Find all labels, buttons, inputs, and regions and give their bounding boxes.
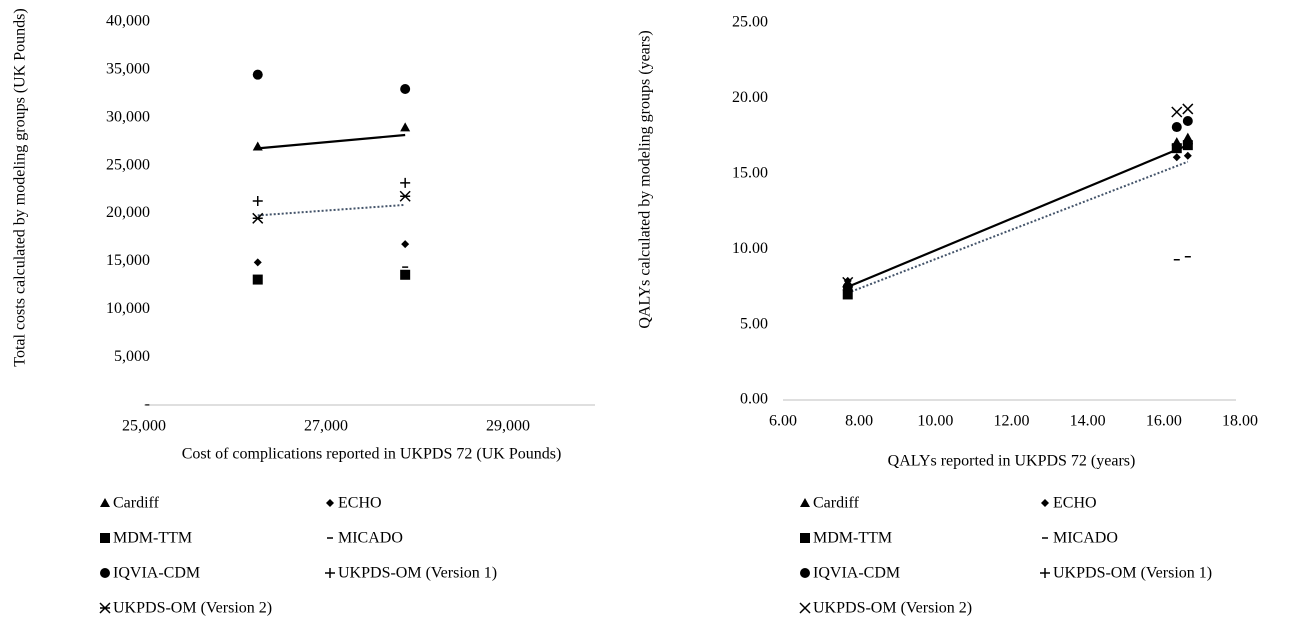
- data-point: [401, 240, 410, 249]
- data-point: [252, 274, 263, 285]
- data-point: [400, 84, 411, 95]
- data-point: [253, 258, 262, 267]
- y-tick-label: 0.00: [740, 391, 768, 408]
- y-tick-label: 25,000: [106, 156, 150, 173]
- legend-label: UKPDS-OM (Version 1): [338, 565, 497, 582]
- x-tick-label: 8.00: [845, 413, 873, 430]
- x-tick-label: 6.00: [769, 413, 797, 430]
- legend-label: IQVIA-CDM: [113, 565, 200, 582]
- trendline: [257, 133, 406, 150]
- legend-label: MICADO: [338, 530, 403, 547]
- legend-label: UKPDS-OM (Version 2): [813, 600, 972, 617]
- y-tick-label: 5,000: [114, 348, 150, 365]
- legend-marker: [800, 498, 810, 507]
- y-tick-label: -: [145, 396, 150, 413]
- data-point: [1171, 106, 1183, 118]
- y-tick-label: 20.00: [732, 89, 768, 106]
- data-point: [1171, 140, 1182, 151]
- data-point: [1182, 138, 1193, 149]
- data-point: [252, 196, 263, 207]
- data-point: [400, 269, 411, 280]
- y-tick-label: 25.00: [732, 14, 768, 31]
- data-point: [1182, 132, 1193, 142]
- legend-label: ECHO: [338, 495, 382, 512]
- x-axis-title: Cost of complications reported in UKPDS …: [182, 446, 562, 463]
- y-tick-label: 15.00: [732, 164, 768, 181]
- legend-label: MDM-TTM: [113, 530, 192, 547]
- data-point: [1182, 103, 1194, 115]
- y-tick-label: 35,000: [106, 61, 150, 78]
- y-axis-title: QALYs calculated by modeling groups (yea…: [636, 30, 654, 329]
- legend-label: Cardiff: [813, 495, 860, 512]
- y-tick-label: 30,000: [106, 108, 150, 125]
- trendline: [847, 144, 1189, 288]
- legend-label: UKPDS-OM (Version 1): [1053, 565, 1212, 582]
- legend-label: MICADO: [1053, 530, 1118, 547]
- legend-marker: [100, 498, 110, 507]
- data-point: [1183, 151, 1192, 160]
- legend-marker: [799, 602, 811, 614]
- legend-label: ECHO: [1053, 495, 1097, 512]
- data-point: [842, 276, 854, 288]
- trendline: [257, 203, 406, 217]
- legend-label: Cardiff: [113, 495, 160, 512]
- y-tick-label: 5.00: [740, 315, 768, 332]
- legend-label: UKPDS-OM (Version 2): [113, 600, 272, 617]
- data-point: [252, 212, 264, 224]
- legend-label: IQVIA-CDM: [813, 565, 900, 582]
- x-tick-label: 18.00: [1222, 413, 1258, 430]
- y-tick-label: 40,000: [106, 13, 150, 30]
- x-tick-label: 14.00: [1070, 413, 1106, 430]
- y-axis-title: Total costs calculated by modeling group…: [11, 8, 29, 367]
- data-point: [252, 69, 263, 80]
- legend-marker: [325, 568, 335, 578]
- x-tick-label: 12.00: [994, 413, 1030, 430]
- trendline: [847, 160, 1189, 294]
- data-point: [252, 141, 263, 151]
- y-tick-label: 20,000: [106, 204, 150, 221]
- legend-marker: [326, 499, 334, 507]
- legend-marker: [100, 533, 110, 543]
- legend-marker: [1040, 568, 1050, 578]
- y-tick-label: 10.00: [732, 240, 768, 257]
- y-tick-label: 15,000: [106, 252, 150, 269]
- data-point: [400, 177, 411, 188]
- legend-marker: [1041, 499, 1049, 507]
- data-point: [1172, 153, 1181, 162]
- x-tick-label: 29,000: [486, 418, 530, 435]
- x-axis-title: QALYs reported in UKPDS 72 (years): [888, 453, 1136, 470]
- x-tick-label: 25,000: [122, 418, 166, 435]
- data-point: [1182, 116, 1193, 127]
- x-tick-label: 10.00: [917, 413, 953, 430]
- legend-marker: [100, 568, 110, 578]
- data-point: [1171, 122, 1182, 133]
- data-point: [400, 122, 411, 132]
- legend-label: MDM-TTM: [813, 530, 892, 547]
- data-point: [842, 284, 853, 295]
- legend-marker: [800, 568, 810, 578]
- data-point: [399, 190, 411, 202]
- x-tick-label: 16.00: [1146, 413, 1182, 430]
- legend-marker: [99, 602, 111, 614]
- y-tick-label: 10,000: [106, 300, 150, 317]
- x-tick-label: 27,000: [304, 418, 348, 435]
- legend-marker: [800, 533, 810, 543]
